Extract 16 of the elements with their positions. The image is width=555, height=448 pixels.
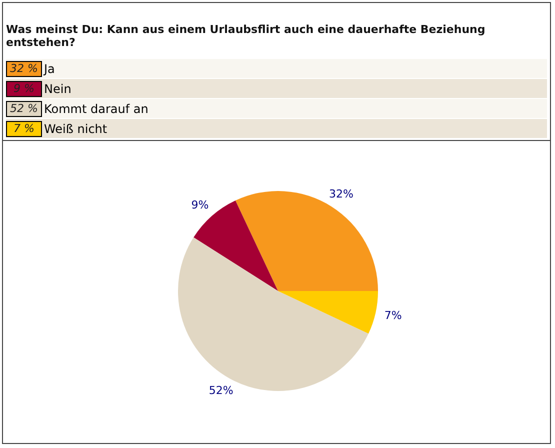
legend-label: Kommt darauf an xyxy=(44,102,148,116)
data-label: 32% xyxy=(329,188,354,201)
legend-label: Weiß nicht xyxy=(44,122,108,136)
legend-label: Ja xyxy=(44,62,55,76)
text: 7 % xyxy=(6,120,42,136)
data-label: 7% xyxy=(384,308,402,322)
chart-title: Was meinst Du: Kann aus einem Urlaubsflirt auch eine dauerhafte Beziehung entstehen? xyxy=(6,23,486,49)
data-label: 52% xyxy=(208,384,234,397)
pie-slice xyxy=(235,191,378,291)
pie-slice xyxy=(194,200,278,291)
legend-label: Nein xyxy=(44,82,72,96)
text: 32 % xyxy=(6,60,42,76)
text: 52 % xyxy=(6,100,42,116)
text: 9 % xyxy=(6,80,42,96)
pie-slice xyxy=(278,291,378,334)
data-label: 9% xyxy=(191,198,209,212)
